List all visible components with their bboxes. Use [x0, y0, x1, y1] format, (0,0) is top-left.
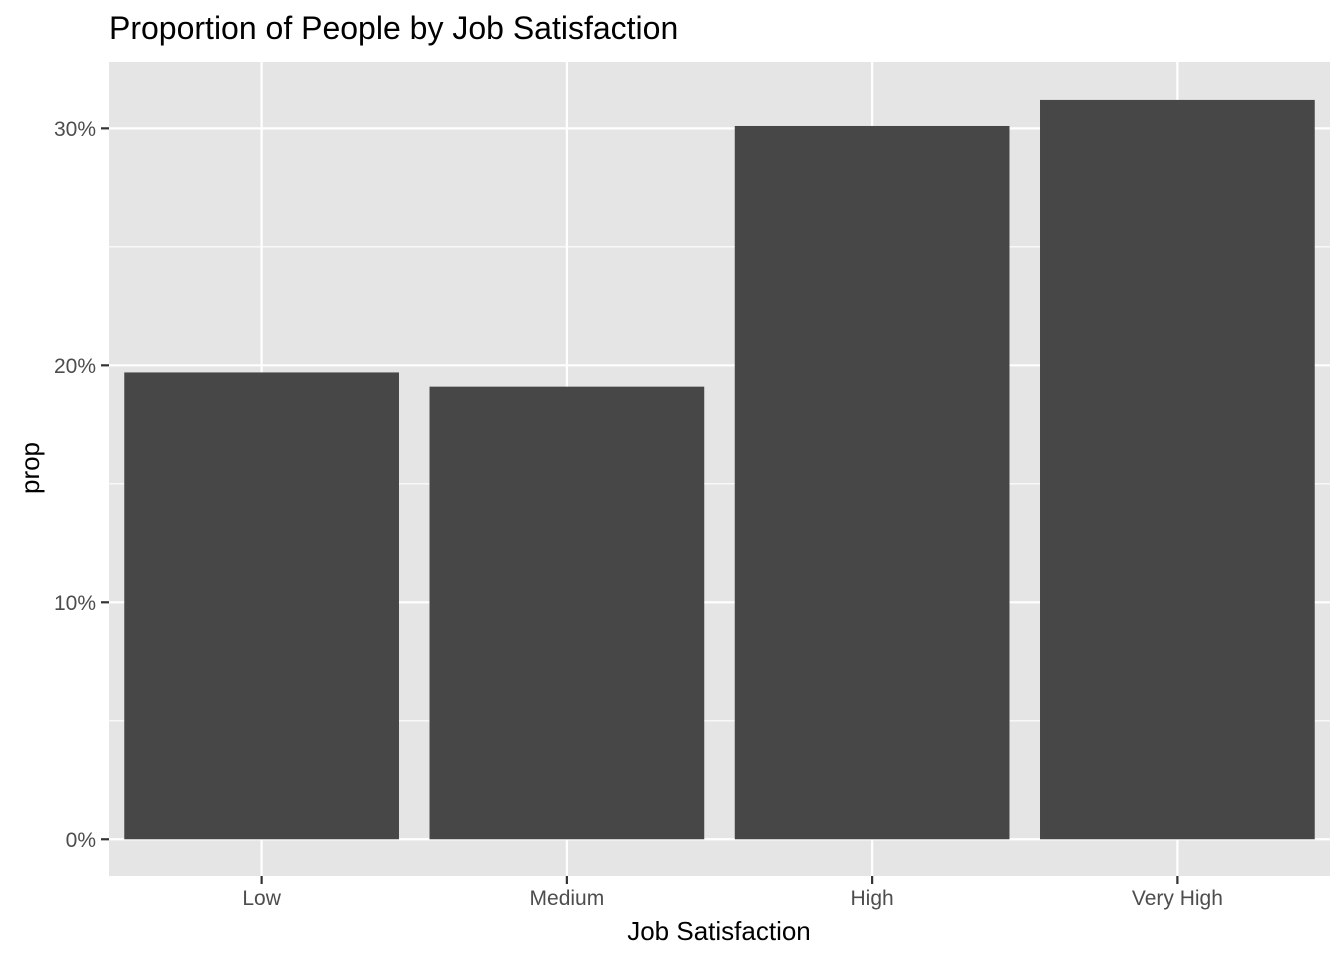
y-tick-label: 20% [54, 355, 96, 378]
x-tick-label: Medium [530, 887, 605, 910]
chart-title: Proportion of People by Job Satisfaction [109, 10, 678, 46]
y-axis-title: prop [15, 442, 45, 494]
y-tick-label: 10% [54, 592, 96, 615]
x-tick-label: Very High [1132, 887, 1223, 910]
y-tick-label: 0% [66, 829, 96, 852]
x-tick-label: Low [242, 887, 281, 910]
bar-low [124, 372, 399, 840]
bar-medium [429, 386, 705, 840]
x-tick-label: High [851, 887, 894, 910]
y-tick-label: 30% [54, 118, 96, 141]
y-axis: 0% 10% 20% 30% [54, 118, 109, 852]
bar-high [734, 125, 1010, 840]
x-axis-title: Job Satisfaction [627, 916, 811, 946]
bar-very-high [1040, 99, 1315, 840]
bars-group [124, 99, 1315, 840]
x-axis: Low Medium High Very High [242, 876, 1223, 910]
